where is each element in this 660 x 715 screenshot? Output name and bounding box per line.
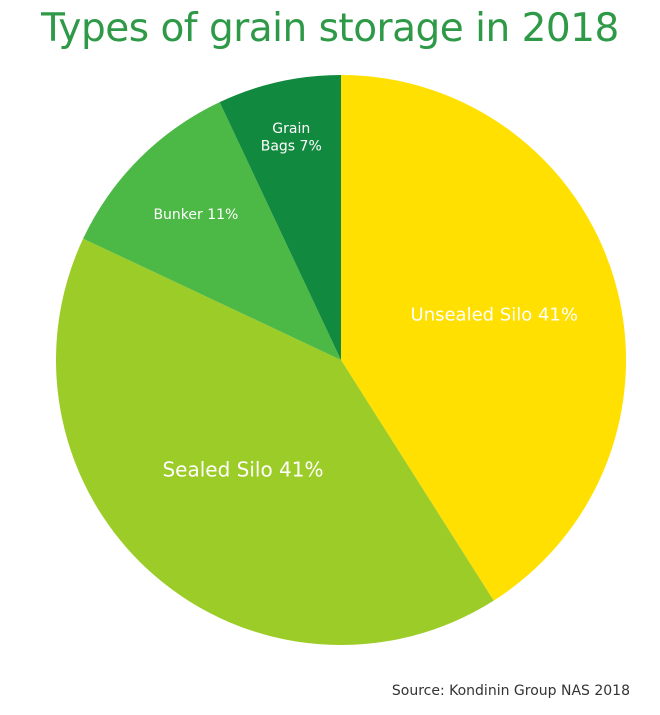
pie-slice-unsealed-silo	[341, 75, 627, 601]
chart-title: Types of grain storage in 2018	[41, 6, 619, 51]
slice-label-bunker: Bunker 11%	[153, 207, 238, 223]
slice-label-grain-bags: Grain Bags 7%	[261, 121, 322, 155]
pie-slice-bunker	[83, 102, 341, 360]
slice-label-sealed-silo: Sealed Silo 41%	[162, 458, 323, 482]
pie-slice-grain-bags	[219, 75, 341, 360]
slice-label-unsealed-silo: Unsealed Silo 41%	[411, 304, 578, 325]
source-note: Source: Kondinin Group NAS 2018	[391, 683, 630, 699]
pie-slice-sealed-silo	[55, 238, 494, 646]
